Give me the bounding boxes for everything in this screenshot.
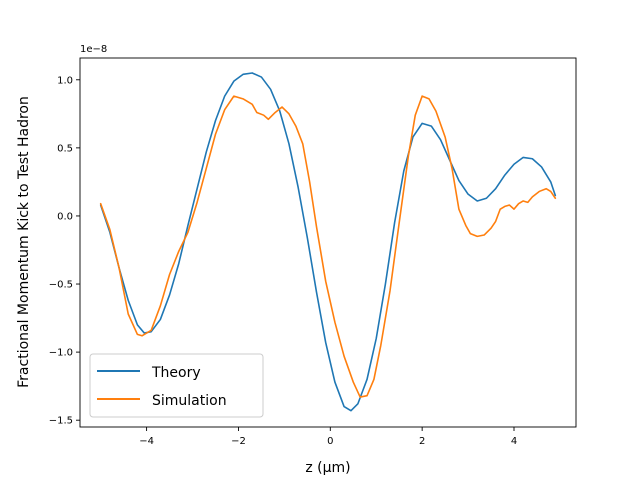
y-tick-label: −1.0 [49,348,73,359]
axes-layer: −4 −2 0 2 4 −1.5 −1.0 −0.5 0.0 0.5 1.0 [49,57,577,447]
y-axis-offset-label: 1e−8 [80,44,107,55]
x-tick-label: −2 [231,436,246,447]
x-tick-label: −4 [139,436,154,447]
y-tick-label: −1.5 [49,416,73,427]
series-line-simulation [99,95,557,398]
series-line-theory [99,72,557,412]
y-tick-label: 0.5 [57,143,73,154]
axes-frame [79,57,577,428]
x-tick-label: 2 [419,436,425,447]
legend-label-simulation: Simulation [152,393,227,409]
x-tick-label: 0 [327,436,333,447]
legend-box [89,353,264,418]
x-axis-title: z (μm) [305,460,350,476]
y-axis-title: Fractional Momentum Kick to Test Hadron [16,96,32,388]
plot-layer [99,72,557,412]
x-tick-label: 4 [511,436,517,447]
y-tick-label: −0.5 [49,280,73,291]
legend: Theory Simulation [89,353,264,418]
legend-label-theory: Theory [151,365,201,381]
y-tick-label: 0.0 [57,211,73,222]
y-tick-label: 1.0 [57,75,73,86]
